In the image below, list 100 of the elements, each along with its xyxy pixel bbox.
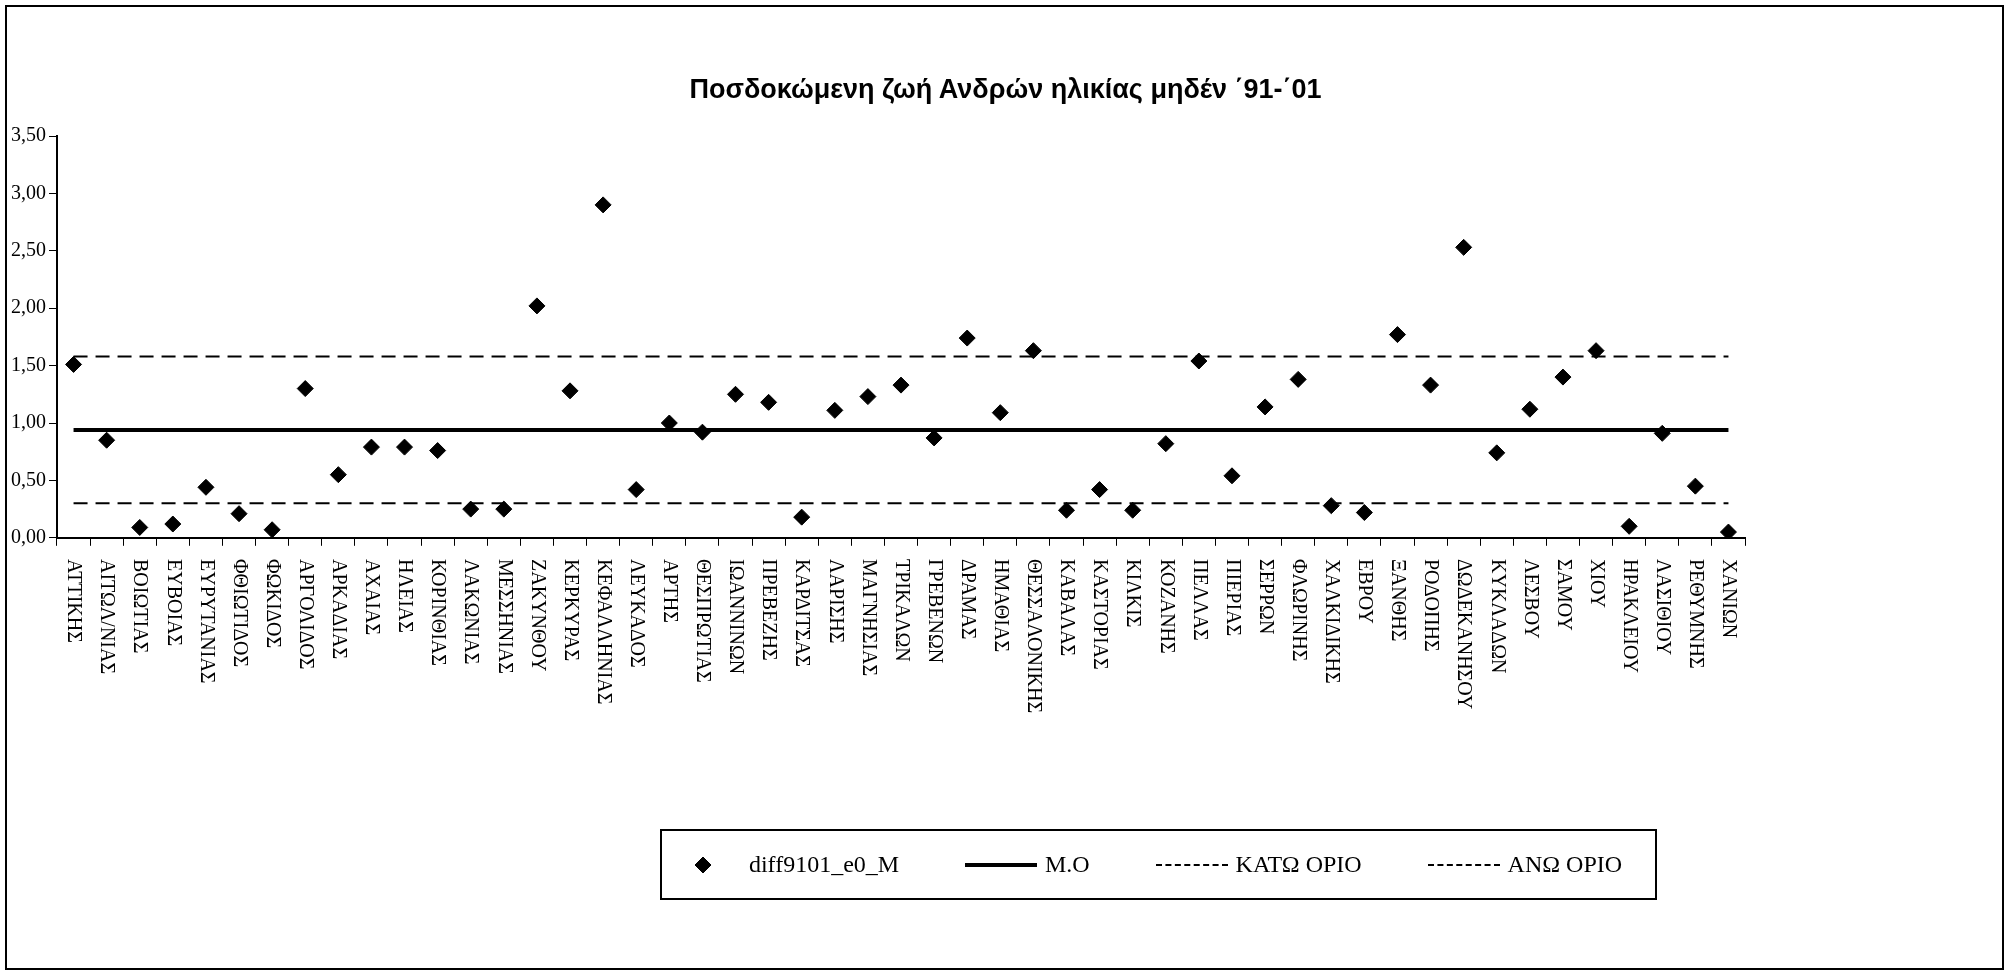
point (892, 376, 910, 394)
point (495, 500, 513, 518)
x-tick-label: ΧΑΛΚΙΔΙΚΗΣ (1322, 559, 1345, 684)
point (1190, 352, 1208, 370)
point (561, 382, 579, 400)
point (1322, 497, 1340, 515)
point (594, 196, 612, 214)
x-tick-label: ΔΡΑΜΑΣ (957, 559, 980, 640)
x-tick-label: ΚΕΡΚΥΡΑΣ (560, 559, 583, 662)
x-tick-label: ΚΑΣΤΟΡΙΑΣ (1090, 559, 1113, 670)
x-tick-label: ΕΥΡΥΤΑΝΙΑΣ (196, 559, 219, 684)
point (1422, 376, 1440, 394)
x-tick-label: ΛΕΥΚΑΔΟΣ (626, 559, 649, 668)
x-tick-label: ΘΕΣΣΑΛΟΝΙΚΗΣ (1024, 559, 1047, 714)
x-tick-label: ΦΛΩΡΙΝΗΣ (1288, 559, 1311, 662)
y-tick-label: 1,00 (11, 410, 46, 433)
x-tick-label: ΞΑΝΘΗΣ (1388, 559, 1411, 642)
x-tick-label: ΡΟΔΟΠΗΣ (1421, 559, 1444, 652)
point (1057, 501, 1075, 519)
chart-title: Ποσδοκώμενη ζωή Ανδρών ηλικίας μηδέν ΄91-΄01 (688, 74, 1323, 105)
x-tick-label: ΚΕΦΑΛΛΗΝΙΑΣ (593, 559, 616, 705)
point (1124, 501, 1142, 519)
point (164, 515, 182, 533)
point (1719, 523, 1737, 538)
y-tick-label: 2,50 (11, 238, 46, 261)
x-tick-label: ΦΩΚΙΔΟΣ (262, 559, 285, 649)
point (1024, 342, 1042, 360)
point (396, 438, 414, 456)
point (1521, 400, 1539, 418)
x-tick-label: ΕΒΡΟΥ (1355, 559, 1378, 624)
x-tick-label: ΛΕΣΒΟΥ (1520, 559, 1543, 639)
x-tick-label: ΚΑΡΔΙΤΣΑΣ (792, 559, 815, 667)
x-tick-label: ΜΕΣΣΗΝΙΑΣ (494, 559, 517, 674)
x-tick-label: ΙΩΑΝΝΙΝΩΝ (726, 559, 749, 675)
point (1554, 368, 1572, 386)
point (760, 393, 778, 411)
point (65, 355, 83, 373)
point (1289, 370, 1307, 388)
point (131, 518, 149, 536)
point (1157, 435, 1175, 453)
point (296, 380, 314, 398)
point (1256, 398, 1274, 416)
point (1587, 342, 1605, 360)
point (727, 385, 745, 403)
point (859, 388, 877, 406)
x-tick-label: ΣΑΜΟΥ (1553, 559, 1576, 631)
point (1488, 444, 1506, 462)
point (958, 329, 976, 347)
y-tick-label: 0,00 (11, 525, 46, 548)
point (230, 505, 248, 523)
point (329, 466, 347, 484)
x-tick-label: ΚΟΡΙΝΘΙΑΣ (428, 559, 451, 666)
x-tick-label: ΡΕΘΥΜΝΗΣ (1686, 559, 1709, 669)
point (197, 478, 215, 496)
x-tick-label: ΠΕΛΛΑΣ (1189, 559, 1212, 641)
x-tick-label: ΧΑΝΙΩΝ (1719, 559, 1742, 639)
point (1653, 424, 1671, 442)
x-tick-label: ΚΥΚΛΑΔΩΝ (1487, 559, 1510, 674)
point (429, 442, 447, 460)
x-tick-label: ΑΡΤΗΣ (660, 559, 683, 623)
x-tick-label: ΛΑΡΙΣΗΣ (825, 559, 848, 644)
x-tick-label: ΘΕΣΠΡΩΤΙΑΣ (693, 559, 716, 683)
x-tick-label: ΚΟΖΑΝΗΣ (1156, 559, 1179, 654)
x-tick-label: ΛΑΚΩΝΙΑΣ (461, 559, 484, 665)
x-tick-label: ΔΩΔΕΚΑΝΗΣΟΥ (1454, 559, 1477, 710)
x-tick-label: ΓΡΕΒΕΝΩΝ (924, 559, 947, 664)
x-tick-label: ΣΕΡΡΩΝ (1255, 559, 1278, 635)
x-tick-label: ΗΜΑΘΙΑΣ (991, 559, 1014, 653)
y-tick-label: 0,50 (11, 467, 46, 490)
point (793, 508, 811, 526)
x-tick-label: ΗΡΑΚΛΕΙΟΥ (1619, 559, 1642, 673)
point (1355, 504, 1373, 522)
point (627, 481, 645, 499)
point (991, 404, 1009, 422)
x-tick-label: ΠΡΕΒΕΖΗΣ (759, 559, 782, 661)
y-tick-label: 1,50 (11, 352, 46, 375)
x-tick-label: ΧΙΟΥ (1586, 559, 1609, 608)
x-tick-label: ΦΘΙΩΤΙΔΟΣ (229, 559, 252, 668)
legend-label: ΚΑΤΩ ΟΡΙΟ (1235, 851, 1362, 878)
point (1091, 481, 1109, 499)
x-tick-label: ΑΡΚΑΔΙΑΣ (329, 559, 352, 660)
x-tick-label: ΕΥΒΟΙΑΣ (163, 559, 186, 647)
x-tick-label: ΚΙΛΚΙΣ (1123, 559, 1146, 628)
x-tick-label: ΖΑΚΥΝΘΟΥ (527, 559, 550, 672)
point (1223, 467, 1241, 485)
x-tick-label: ΑΡΓΟΛΙΔΟΣ (295, 559, 318, 670)
point (528, 297, 546, 315)
x-tick-label: ΚΑΒΑΛΑΣ (1057, 559, 1080, 657)
point (1388, 326, 1406, 344)
x-tick-label: ΜΑΓΝΗΣΙΑΣ (858, 559, 881, 677)
y-tick-label: 3,50 (11, 123, 46, 146)
y-tick-label: 3,00 (11, 180, 46, 203)
point (263, 521, 281, 538)
x-tick-label: ΒΟΙΩΤΙΑΣ (130, 559, 153, 654)
point (1686, 477, 1704, 495)
legend-label: M.O (1045, 851, 1090, 878)
x-tick-label: ΑΙΤΩΛ/ΝΙΑΣ (97, 559, 120, 675)
point (462, 500, 480, 518)
x-tick-label: ΛΑΣΙΘΙΟΥ (1653, 559, 1675, 656)
point (693, 423, 711, 441)
